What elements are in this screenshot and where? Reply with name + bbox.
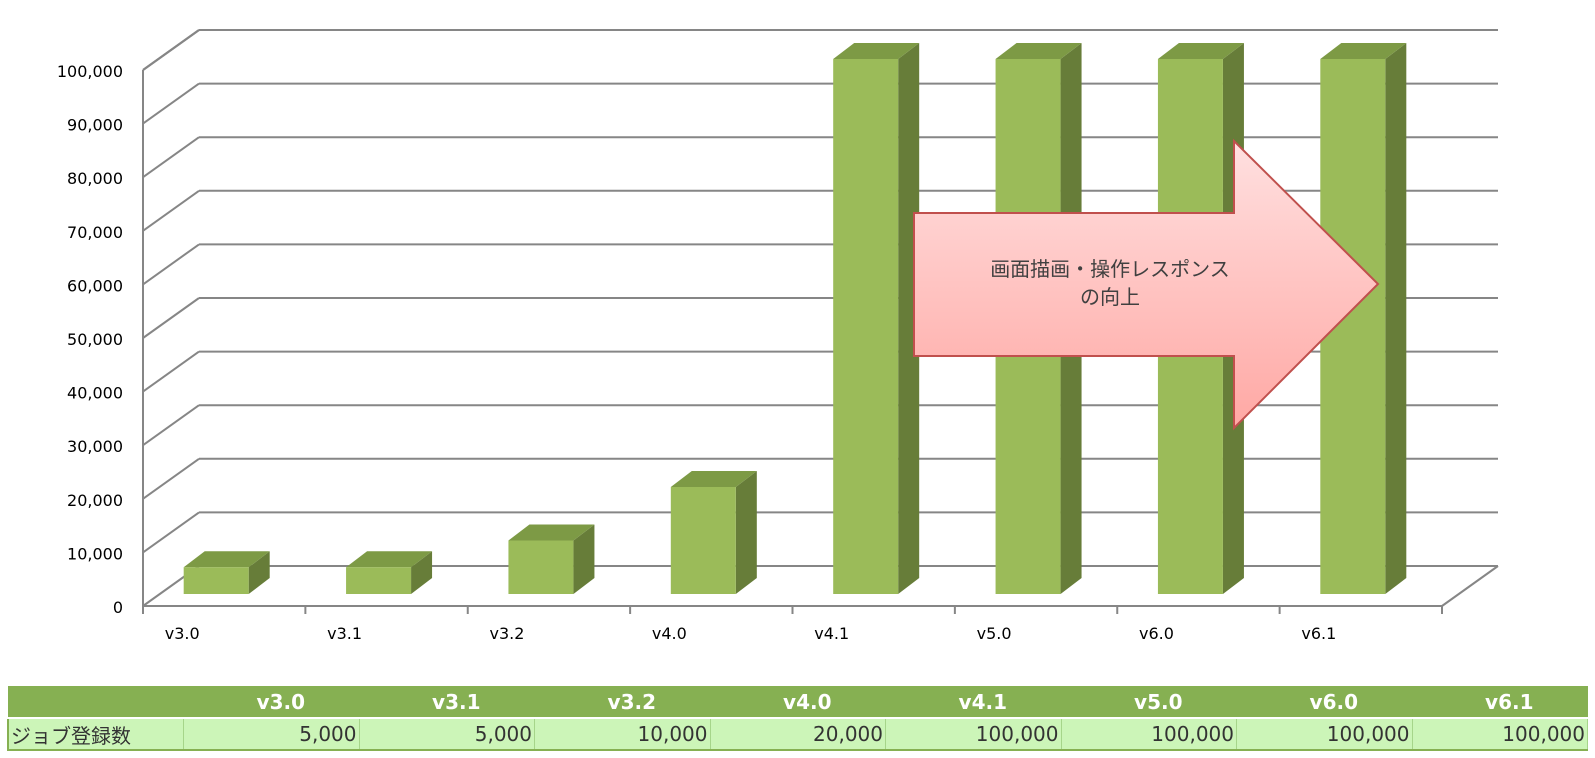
bar-top [1320,43,1407,59]
y-tick-label: 100,000 [57,62,123,81]
table-cell: 100,000 [1061,718,1237,751]
gridline-diagonal [142,457,200,500]
right-arrow-shape [913,138,1380,431]
bar-top [1157,43,1244,59]
table-cell: 100,000 [1412,718,1588,751]
bar [833,43,920,594]
table-header-cell: v4.0 [710,686,886,719]
bar-chart: 0 10,000 20,000 30,000 40,000 50,000 60,000 70,… [57,29,1499,640]
bar-front [833,59,899,594]
bar-side [1385,43,1407,594]
bar [183,551,270,594]
table-header-cell: v5.0 [1061,686,1237,719]
y-tick-label: 10,000 [67,544,123,563]
y-tick-label: 20,000 [67,491,123,510]
bar-side [898,43,920,594]
gridline-diagonal [142,404,200,447]
bar [508,524,595,594]
x-tick-label: v3.1 [327,624,362,640]
floor-edge [1441,565,1499,607]
bar-top [508,524,595,541]
y-tick-label: 80,000 [67,169,123,188]
annotation-arrow: 画面描画・操作レスポンス の向上 [913,138,1380,431]
table-corner-cell [8,686,184,719]
bar [670,471,757,594]
bar [346,551,433,594]
table-header-cell: v3.0 [183,686,359,719]
table-cell: 100,000 [885,718,1062,751]
table-row: ジョブ登録数 5,000 5,000 10,000 20,000 100,000… [7,718,1588,751]
bar-top [995,43,1082,59]
bar-side [248,551,270,594]
table-header-row: v3.0 v3.1 v3.2 v4.0 v4.1 v5.0 v6.0 v6.1 [8,686,1588,719]
table-cell: 10,000 [534,718,711,751]
bar-top [833,43,920,59]
bar-side [573,524,595,594]
bar-front [508,540,574,594]
table-header-cell: v3.1 [359,686,535,719]
table-cell: 5,000 [359,718,535,751]
bar-top [183,551,270,568]
gridline-diagonal [142,350,200,393]
bar-front [670,487,736,594]
y-tick-label: 50,000 [67,330,123,349]
y-tick-label: 90,000 [67,116,123,135]
bar-front [346,567,412,594]
data-table: v3.0 v3.1 v3.2 v4.0 v4.1 v5.0 v6.0 v6.1 … [7,686,1588,751]
gridline-diagonal [142,82,200,125]
x-tick-label: v3.2 [489,624,524,640]
y-tick-label: 30,000 [67,437,123,456]
table-header-cell: v3.2 [534,686,710,719]
y-tick-label: 60,000 [67,276,123,295]
bar-top [346,551,433,568]
x-tick-label: v6.0 [1139,624,1174,640]
x-tick-label: v4.0 [652,624,687,640]
gridline-diagonal [142,189,200,232]
bar-top [670,471,757,487]
bar-side [735,471,757,594]
bar-side [411,551,433,594]
table-cell: 5,000 [183,718,360,751]
bar-front [183,567,249,594]
wall-edge [142,29,200,71]
axes: 0 10,000 20,000 30,000 40,000 50,000 60,000 70,… [57,62,1443,640]
gridline-diagonal [142,511,200,554]
table-row-label: ジョブ登録数 [7,718,184,751]
y-tick-label: 70,000 [67,223,123,242]
table-header-cell: v6.1 [1412,686,1588,719]
gridline-diagonal [142,136,200,179]
x-tick-label: v6.1 [1301,624,1336,640]
table-header-cell: v6.0 [1236,686,1412,719]
annotation-text-line2: の向上 [1080,285,1140,309]
table-cell: 20,000 [710,718,886,751]
y-tick-label: 40,000 [67,384,123,403]
x-tick-label: v4.1 [814,624,849,640]
x-tick-label: v5.0 [977,624,1012,640]
gridline-diagonal [142,297,200,339]
y-tick-label: 0 [113,598,123,617]
gridline-diagonal [142,243,200,286]
annotation-text-line1: 画面描画・操作レスポンス [990,257,1230,281]
table-header-cell: v4.1 [885,686,1061,719]
x-tick-label: v3.0 [165,624,200,640]
table-cell: 100,000 [1236,718,1413,751]
